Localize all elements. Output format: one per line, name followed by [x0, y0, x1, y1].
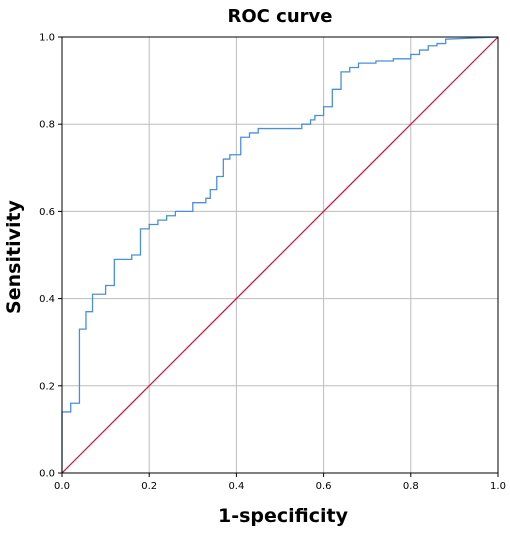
chart-title: ROC curve [228, 6, 333, 27]
roc-curve-line [61, 36, 499, 473]
x-tick-label: 0.4 [228, 481, 244, 492]
x-tick-label: 0.2 [141, 481, 157, 492]
x-tick-label: 0.8 [403, 481, 419, 492]
x-tick-label: 1.0 [490, 481, 506, 492]
series-layer [61, 36, 499, 474]
x-tick-label: 0.6 [316, 481, 332, 492]
reference-diagonal-line [61, 36, 499, 474]
y-tick-label: 0.8 [39, 120, 55, 131]
x-tick-label: 0.0 [54, 481, 70, 492]
y-tick-label: 0.0 [39, 469, 55, 480]
y-axis-label: Sensitivity [3, 199, 25, 313]
y-tick-label: 0.2 [39, 381, 55, 392]
y-tick-label: 0.6 [39, 207, 55, 218]
tick-layer: 0.0 0.2 0.4 0.6 0.8 1.0 0.0 0.2 0.4 0.6 0.8 1.0 [39, 33, 506, 493]
y-tick-label: 0.4 [39, 294, 55, 305]
plot-area-border [61, 36, 499, 474]
y-tick-label: 1.0 [39, 33, 55, 44]
x-axis-label: 1-specificity [218, 505, 349, 527]
